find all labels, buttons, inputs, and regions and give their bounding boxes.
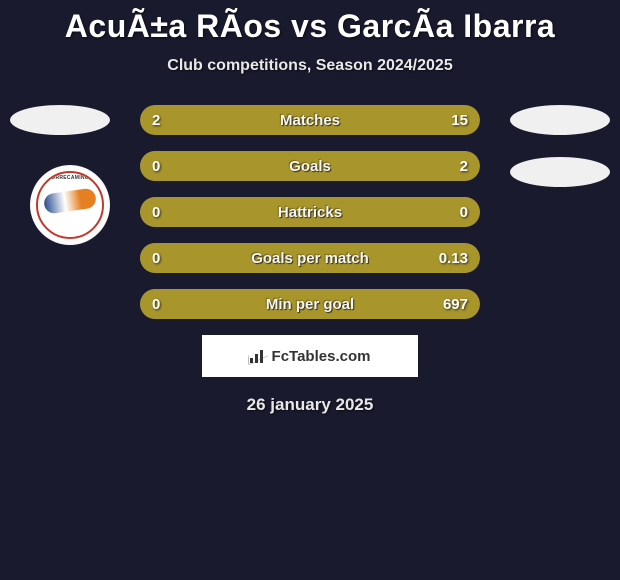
stat-right-value: 0.13 [439, 250, 468, 267]
stat-bar: 2Matches15 [140, 105, 480, 135]
club-badge-text: CORRECAMINOS [38, 175, 102, 181]
stats-comparison-card: AcuÃ±a RÃ­os vs GarcÃ­a Ibarra Club comp… [0, 0, 620, 580]
stat-label: Min per goal [140, 296, 480, 313]
stat-right-value: 2 [460, 158, 468, 175]
snapshot-date: 26 january 2025 [0, 395, 620, 415]
stat-bar: 0Goals2 [140, 151, 480, 181]
page-title: AcuÃ±a RÃ­os vs GarcÃ­a Ibarra [0, 0, 620, 45]
stat-right-value: 0 [460, 204, 468, 221]
stat-right-value: 697 [443, 296, 468, 313]
page-subtitle: Club competitions, Season 2024/2025 [0, 57, 620, 75]
player-right-logo-placeholder-1 [510, 105, 610, 135]
stat-label: Matches [140, 112, 480, 129]
content-area: CORRECAMINOS 2Matches150Goals20Hattricks… [0, 105, 620, 415]
stat-label: Goals [140, 158, 480, 175]
watermark: FcTables.com [202, 335, 418, 377]
watermark-text: FcTables.com [272, 348, 371, 365]
stat-bar: 0Hattricks0 [140, 197, 480, 227]
stat-bar: 0Min per goal697 [140, 289, 480, 319]
player-right-logo-placeholder-2 [510, 157, 610, 187]
stat-bars-container: 2Matches150Goals20Hattricks00Goals per m… [140, 105, 480, 319]
stat-label: Goals per match [140, 250, 480, 267]
stat-label: Hattricks [140, 204, 480, 221]
club-badge-graphic: CORRECAMINOS [36, 171, 104, 239]
stat-right-value: 15 [451, 112, 468, 129]
fctables-icon [250, 349, 268, 363]
player-left-club-badge: CORRECAMINOS [30, 165, 110, 245]
stat-bar: 0Goals per match0.13 [140, 243, 480, 273]
player-left-logo-placeholder-1 [10, 105, 110, 135]
